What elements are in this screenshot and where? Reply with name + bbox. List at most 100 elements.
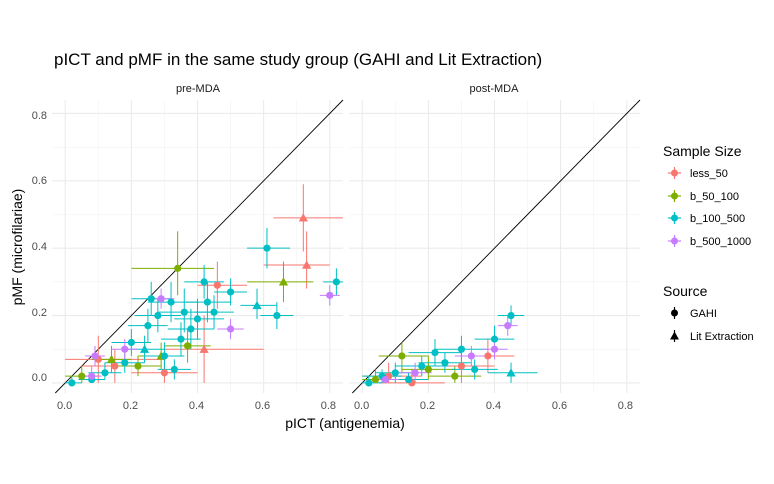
x-axis-ticks-post: 0.0 0.2 0.4 0.6 0.8 — [354, 400, 633, 412]
data-point-triangle — [106, 354, 117, 364]
legend-key-point — [671, 169, 678, 177]
data-point-circle — [68, 379, 76, 387]
data-point-circle — [147, 295, 155, 303]
x-tick-label: 0.8 — [618, 400, 633, 412]
legend-label: Lit Extraction — [690, 331, 754, 343]
panel-title-pre: pre-MDA — [176, 83, 221, 95]
data-point-circle — [484, 352, 492, 360]
y-tick-label: 0.0 — [32, 372, 47, 384]
x-tick-label: 0.4 — [189, 400, 204, 412]
y-tick-label: 0.2 — [32, 307, 47, 319]
x-tick-label: 0.0 — [57, 400, 72, 412]
legend: Sample Size less_50 b_50_100 b_100_500 b… — [663, 143, 754, 343]
data-point-circle — [88, 372, 96, 380]
data-point-circle — [332, 278, 340, 286]
legend-key-point — [671, 214, 678, 222]
legend-label: GAHI — [690, 308, 717, 320]
legend-label: b_50_100 — [690, 191, 739, 203]
x-tick-label: 0.2 — [123, 400, 138, 412]
legend-key-triangle — [670, 331, 679, 340]
data-point-circle — [490, 345, 499, 353]
x-tick-label: 0.4 — [486, 400, 501, 412]
data-point-circle — [273, 311, 281, 320]
data-point-circle — [170, 365, 178, 374]
data-point-circle — [167, 298, 175, 306]
data-point-circle — [411, 369, 419, 377]
data-point-circle — [127, 338, 135, 347]
data-point-circle — [200, 278, 208, 286]
data-point-circle — [183, 342, 192, 350]
x-tick-label: 0.6 — [552, 400, 567, 412]
data-point-triangle — [298, 213, 308, 222]
data-point-circle — [451, 372, 459, 380]
data-point-circle — [381, 375, 389, 384]
data-point-circle — [457, 345, 466, 353]
data-point-circle — [490, 335, 499, 343]
data-point-circle — [210, 308, 218, 316]
legend-title-sample-size: Sample Size — [663, 143, 742, 159]
y-axis-ticks: 0.0 0.2 0.4 0.6 0.8 — [32, 110, 47, 384]
data-point-circle — [424, 365, 432, 374]
data-point-circle — [471, 365, 479, 374]
data-point-circle — [111, 362, 119, 370]
data-point-circle — [263, 244, 271, 252]
data-point-circle — [441, 359, 449, 367]
data-point-triangle — [199, 344, 209, 353]
panel-title-post: post-MDA — [470, 83, 520, 95]
legend-key-circle — [671, 309, 678, 317]
data-point-circle — [326, 291, 334, 299]
panel-pre-mda — [52, 99, 344, 394]
data-point-circle — [391, 369, 399, 377]
y-tick-label: 0.4 — [32, 241, 47, 253]
panel-post-mda — [349, 99, 641, 394]
x-tick-label: 0.0 — [354, 400, 369, 412]
y-tick-label: 0.8 — [32, 110, 47, 122]
data-point-circle — [121, 345, 129, 353]
reference-line-y-equals-x — [54, 99, 344, 394]
data-point-triangle — [252, 300, 262, 310]
data-point-circle — [404, 375, 413, 384]
x-tick-label: 0.2 — [420, 400, 435, 412]
reference-line-y-equals-x — [351, 99, 641, 394]
data-point-circle — [174, 264, 182, 272]
data-point-triangle — [278, 277, 289, 286]
data-point-circle — [213, 281, 221, 289]
data-point-triangle — [302, 260, 312, 269]
legend-key-point — [671, 237, 678, 245]
data-point-circle — [467, 352, 475, 360]
data-point-circle — [121, 359, 129, 367]
chart-title: pICT and pMF in the same study group (GA… — [54, 50, 542, 69]
data-point-circle — [365, 379, 373, 387]
data-point-circle — [157, 295, 165, 303]
x-axis-ticks-pre: 0.0 0.2 0.4 0.6 0.8 — [57, 400, 336, 412]
data-point-circle — [507, 311, 515, 320]
data-point-circle — [154, 311, 162, 320]
y-tick-label: 0.6 — [32, 175, 47, 187]
data-point-circle — [160, 352, 169, 360]
data-point-circle — [180, 308, 188, 316]
data-point-circle — [193, 315, 202, 323]
legend-label: less_50 — [690, 168, 728, 180]
data-point-circle — [203, 298, 212, 306]
data-point-circle — [144, 322, 152, 330]
data-point-circle — [91, 352, 99, 360]
data-point-circle — [371, 375, 380, 384]
data-point-circle — [134, 362, 142, 370]
data-point-circle — [226, 325, 235, 333]
data-point-circle — [78, 372, 86, 380]
data-point-circle — [457, 362, 466, 370]
data-point-circle — [431, 348, 439, 357]
x-axis-label: pICT (antigenemia) — [285, 415, 405, 431]
data-point-circle — [101, 369, 109, 377]
data-point-circle — [504, 322, 512, 330]
y-axis-label: pMF (microfilariae) — [9, 189, 25, 306]
data-point-circle — [177, 335, 185, 343]
x-tick-label: 0.6 — [255, 400, 270, 412]
legend-label: b_500_1000 — [690, 236, 751, 248]
data-point-circle — [160, 369, 169, 377]
x-tick-label: 0.8 — [321, 400, 336, 412]
legend-title-source: Source — [663, 283, 708, 299]
data-point-circle — [187, 325, 195, 333]
